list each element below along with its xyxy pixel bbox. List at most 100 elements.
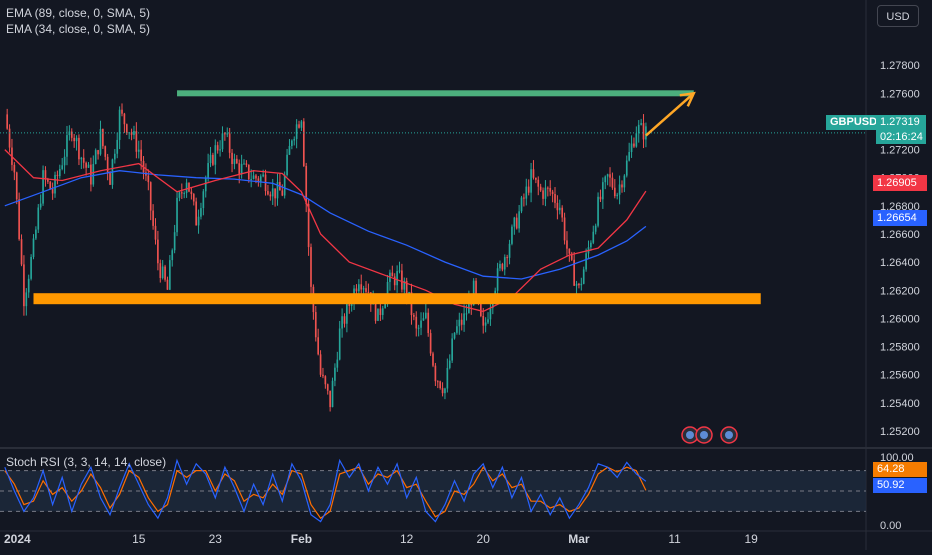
candle-body: [463, 313, 465, 325]
candle-body: [207, 163, 209, 178]
candle-body: [23, 264, 25, 307]
candle-body: [355, 288, 358, 292]
candle-body: [32, 238, 35, 257]
candle-body: [413, 315, 415, 317]
candle-body: [209, 154, 212, 164]
candle-body: [106, 156, 109, 173]
candle-body: [573, 259, 575, 286]
candle-body: [250, 178, 253, 180]
candle-body: [121, 109, 123, 114]
candle-body: [448, 360, 451, 368]
candle-body: [343, 316, 346, 324]
price-tick-label: 1.25800: [880, 342, 920, 354]
candle-body: [166, 279, 169, 290]
candle-body: [367, 291, 370, 293]
candle-body: [334, 367, 336, 381]
candle-body: [54, 174, 56, 194]
candle-body: [298, 124, 300, 128]
candle-body: [501, 263, 504, 270]
candle-body: [436, 381, 439, 383]
candle-body: [496, 268, 499, 291]
candle-body: [37, 207, 40, 230]
candle-body: [274, 188, 276, 199]
candle-body: [465, 313, 468, 315]
candle-body: [51, 189, 54, 194]
candle-body: [252, 175, 255, 179]
flag-icon: [686, 431, 694, 439]
candle-body: [475, 280, 477, 296]
candle-body: [628, 152, 631, 161]
ema89-legend[interactable]: EMA (89, close, 0, SMA, 5): [6, 6, 151, 20]
candle-body: [348, 303, 351, 307]
candle-body: [271, 188, 274, 197]
candle-body: [460, 319, 463, 325]
candle-body: [563, 217, 566, 241]
candle-body: [386, 281, 389, 301]
candle-body: [18, 199, 20, 240]
candle-body: [546, 187, 549, 189]
candle-body: [561, 207, 564, 218]
candle-body: [468, 300, 470, 314]
candle-body: [539, 186, 542, 191]
candle-body: [20, 239, 23, 265]
candle-body: [331, 380, 334, 408]
time-tick-label: 23: [209, 532, 223, 546]
candle-body: [346, 303, 348, 324]
candle-body: [633, 143, 635, 147]
candle-body: [219, 149, 221, 151]
candle-body: [240, 163, 243, 175]
candle-body: [130, 132, 133, 135]
candle-body: [381, 308, 384, 315]
candle-body: [441, 388, 444, 394]
ema34-legend[interactable]: EMA (34, close, 0, SMA, 5): [6, 22, 151, 36]
time-tick-label: 15: [132, 532, 146, 546]
candle-body: [118, 109, 121, 140]
candle-body: [458, 319, 461, 327]
candle-body: [257, 178, 260, 182]
candle-body: [216, 145, 219, 151]
candle-body: [185, 182, 188, 193]
candle-body: [499, 263, 501, 269]
candle-body: [302, 121, 305, 166]
candle-body: [8, 128, 11, 148]
candle-body: [75, 137, 78, 142]
candle-body: [44, 170, 47, 180]
candle-body: [432, 353, 434, 366]
arrowhead: [679, 91, 696, 107]
candle-body: [358, 284, 360, 292]
time-tick-label: 19: [744, 532, 758, 546]
candle-body: [137, 149, 140, 152]
candle-body: [13, 164, 16, 173]
candle-body: [300, 121, 303, 128]
candle-body: [90, 164, 92, 185]
candle-body: [515, 217, 518, 229]
candle-body: [362, 288, 365, 290]
price-tick-label: 1.25600: [880, 370, 920, 382]
candle-body: [85, 162, 87, 168]
time-tick-label: 20: [477, 532, 491, 546]
candle-body: [597, 196, 599, 226]
candle-body: [204, 177, 207, 192]
candle-body: [283, 175, 286, 196]
candle-body: [537, 179, 540, 187]
candle-body: [39, 203, 42, 208]
candle-body: [152, 210, 154, 226]
candle-body: [87, 164, 90, 168]
candle-body: [434, 365, 437, 382]
candle-body: [293, 138, 296, 141]
candle-body: [599, 196, 602, 200]
candle-body: [324, 376, 327, 385]
countdown-tag: 02:16:24: [876, 130, 926, 144]
candle-body: [73, 137, 75, 142]
time-tick-label: Mar: [568, 532, 590, 546]
candle-body: [456, 326, 458, 333]
candle-body: [180, 192, 183, 194]
stoch-rsi-legend[interactable]: Stoch RSI (3, 3, 14, 14, close): [6, 455, 167, 469]
resistance-zone: [177, 90, 694, 97]
candle-body: [233, 158, 236, 165]
candle-body: [551, 191, 554, 194]
currency-button[interactable]: USD: [877, 5, 919, 27]
candle-body: [192, 194, 195, 202]
